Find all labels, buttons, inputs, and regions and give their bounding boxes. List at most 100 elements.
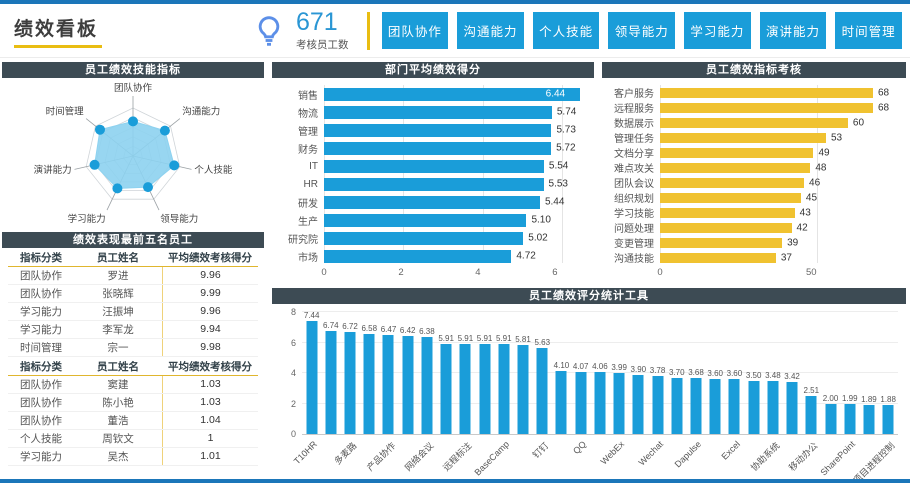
cell-score: 1.04 [162, 412, 258, 429]
value-label: 3.42 [784, 371, 800, 381]
bar-track: 5.74 [324, 105, 586, 119]
value-label: 43 [799, 207, 811, 218]
filter-button-4[interactable]: 领导能力 [608, 12, 676, 49]
category-label: 数据展示 [614, 119, 654, 130]
value-label: 5.74 [556, 106, 577, 118]
cell-category: 团队协作 [20, 379, 62, 391]
bar-slot: 4.10 [552, 312, 571, 434]
filter-button-2[interactable]: 沟通能力 [457, 12, 524, 49]
cell-score: 9.96 [162, 267, 258, 284]
value-label: 4.10 [553, 361, 570, 371]
bar-slot: 6.42 [398, 312, 417, 434]
filter-button-3[interactable]: 个人技能 [532, 12, 600, 49]
chart-row: 学习技能 43 [608, 205, 898, 220]
bar [690, 377, 702, 434]
header-filter-buttons: 团队协作 沟通能力 个人技能 领导能力 学习能力 演讲能力 时间管理 [381, 12, 905, 49]
bar [709, 379, 721, 434]
value-label: 4.06 [592, 362, 608, 372]
x-axis-label: Wechat [636, 439, 665, 468]
value-label: 5.91 [496, 333, 512, 343]
bar-slot: 6.38 [417, 312, 436, 434]
bar [786, 381, 798, 434]
bar [728, 379, 740, 434]
bar-slot: 6.72 [340, 312, 359, 434]
value-label: 3.50 [745, 370, 762, 380]
bar [805, 395, 817, 434]
bar-slot: 3.78 [648, 312, 667, 434]
category-label: 管理 [298, 126, 318, 138]
cell-score: 1.03 [162, 394, 258, 411]
value-label: 3.48 [765, 370, 781, 380]
bar-track: 5.54 [324, 159, 586, 173]
bar [324, 213, 527, 227]
bar [344, 331, 356, 434]
bar [324, 87, 580, 101]
bar-slot: 1.89 [859, 312, 878, 434]
column-header: 指标分类 [20, 251, 62, 264]
table-row: 团队协作 罗进 9.96 [8, 267, 258, 285]
chart-row: 团队会议 46 [608, 175, 898, 190]
value-label: 46 [809, 177, 821, 188]
value-label: 6.38 [419, 326, 435, 336]
bar-slot: 3.42 [782, 312, 801, 434]
bar [575, 371, 587, 434]
table-row: 学习能力 汪振坤 9.96 [8, 303, 258, 321]
bar-track: 68 [660, 102, 898, 113]
bar [882, 405, 894, 434]
value-label: 6.42 [399, 326, 416, 336]
x-axis-label: 移动办公 [787, 440, 820, 473]
filter-button-7[interactable]: 时间管理 [835, 12, 902, 49]
cell-name: 吴杰 [107, 451, 129, 463]
gridline [660, 85, 661, 263]
value-label: 48 [815, 162, 827, 173]
value-label: 68 [877, 87, 890, 98]
table-row: 学习能力 吴杰 1.01 [8, 448, 258, 466]
value-label: 42 [796, 222, 808, 233]
filter-button-6[interactable]: 演讲能力 [759, 12, 827, 49]
bar [324, 141, 552, 155]
chart-row: 沟通技能 37 [608, 250, 898, 265]
category-label: 组织规划 [614, 194, 654, 205]
bar-slot: 5.91 [437, 312, 456, 434]
bar [660, 207, 795, 218]
bar-track: 5.53 [324, 177, 586, 191]
bar-slot: 3.99 [610, 312, 629, 434]
gridline [562, 85, 564, 263]
cell-score: 9.94 [162, 321, 258, 338]
chart-row: 变更管理 39 [608, 235, 898, 250]
bar-slot: 6.47 [379, 312, 398, 434]
category-label: 文档分享 [614, 149, 654, 160]
chart-row: 管理 5.73 [278, 121, 586, 139]
filter-button-1[interactable]: 团队协作 [381, 12, 449, 49]
cell-name: 周钦文 [102, 433, 134, 445]
bar [402, 336, 414, 434]
axis-tick: 4 [475, 267, 481, 278]
bar-slot: 3.50 [744, 312, 763, 434]
filter-button-5[interactable]: 学习能力 [684, 12, 751, 49]
bar [536, 348, 548, 434]
x-axis-label: SharePoint [818, 439, 857, 478]
page-bottom-edge [0, 479, 910, 483]
table-row: 个人技能 周钦文 1 [8, 430, 258, 448]
value-label: 5.63 [534, 338, 551, 348]
value-label: 6.74 [323, 321, 339, 331]
bar [660, 102, 873, 113]
panel-radar: 员工绩效技能指标 团队协作 沟通能力 个人技能 领导能力 学习能力 演讲能力 时间管理 [2, 62, 264, 230]
value-label: 6.72 [342, 321, 358, 331]
chart-row: 研发 5.44 [278, 193, 586, 211]
chart-row: 难点攻关 48 [608, 160, 898, 175]
cell-score: 9.99 [162, 285, 258, 302]
y-axis-tick: 0 [290, 429, 296, 439]
bar [324, 177, 544, 191]
cell-name: 汪振坤 [102, 306, 134, 318]
bar [660, 252, 776, 263]
chart-row: 文档分享 49 [608, 145, 898, 160]
value-label: 3.60 [707, 369, 723, 379]
category-label: 客户服务 [614, 89, 654, 100]
y-axis-tick: 6 [290, 337, 296, 348]
category-label: 财务 [298, 144, 318, 156]
column-header: 平均绩效考核得分 [168, 251, 252, 264]
bar [660, 87, 873, 98]
value-label: 7.44 [303, 310, 320, 320]
x-axis: 0 50 [657, 265, 890, 279]
